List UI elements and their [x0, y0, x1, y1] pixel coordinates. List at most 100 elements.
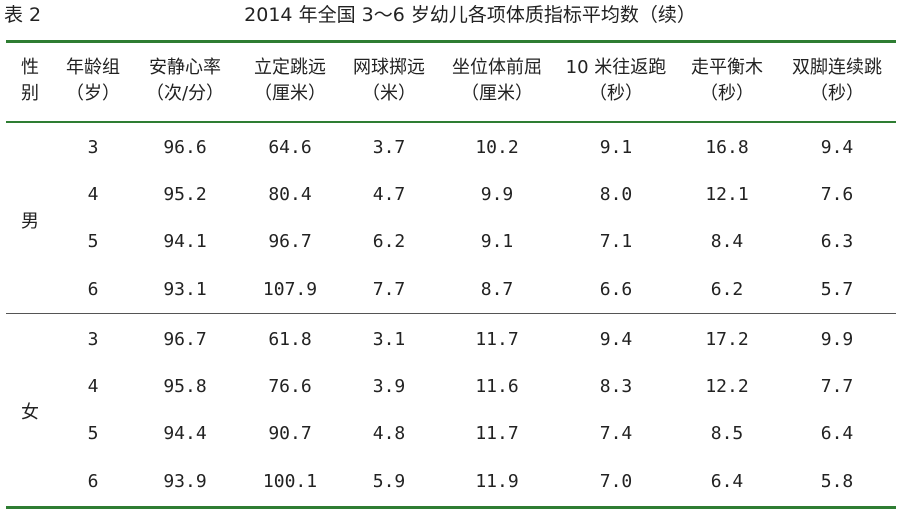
table-cell: 3 [87, 329, 99, 350]
column-header-line2: （秒） [589, 83, 643, 104]
column-header-line1: 性 [21, 57, 39, 78]
table-cell: 7.7 [372, 279, 406, 300]
table-cell: 96.7 [268, 231, 312, 252]
table-cell: 6.2 [710, 279, 744, 300]
table-cell: 76.6 [268, 376, 312, 397]
table-cell: 94.4 [163, 423, 207, 444]
table-cell: 7.4 [599, 423, 633, 444]
table-cell: 5.9 [372, 471, 406, 492]
column-header-line2: （厘米） [461, 83, 533, 104]
column-header-line2: 别 [21, 83, 39, 104]
column-header-line2: （秒） [810, 83, 864, 104]
table-cell: 5.8 [820, 471, 854, 492]
table-cell: 9.4 [599, 329, 633, 350]
table-cell: 6.4 [820, 423, 854, 444]
table-cell: 8.5 [710, 423, 744, 444]
column-header-6: 10 米往返跑 （秒） [551, 55, 681, 107]
table-cell: 7.0 [599, 471, 633, 492]
table-cell: 11.6 [475, 376, 519, 397]
table-cell: 4.7 [372, 184, 406, 205]
table-cell: 61.8 [268, 329, 312, 350]
table-cell: 7.1 [599, 231, 633, 252]
table-cell: 6.2 [372, 231, 406, 252]
header-bottom-rule [6, 121, 896, 123]
column-header-2: 安静心率 （次/分） [130, 55, 240, 107]
table-cell: 11.7 [475, 423, 519, 444]
table-cell: 7.6 [820, 184, 854, 205]
table-cell: 17.2 [705, 329, 749, 350]
column-header-8: 双脚连续跳 （秒） [777, 55, 897, 107]
table-cell: 5.7 [820, 279, 854, 300]
column-header-5: 坐位体前屈 （厘米） [437, 55, 557, 107]
table-cell: 93.9 [163, 471, 207, 492]
table-caption: 表 2 2014 年全国 3～6 岁幼儿各项体质指标平均数（续） [0, 2, 906, 28]
gender-label: 女 [21, 402, 39, 423]
table-cell: 96.6 [163, 137, 207, 158]
column-header-line1: 坐位体前屈 [452, 57, 542, 78]
table-cell: 100.1 [262, 471, 318, 492]
column-header-3: 立定跳远 （厘米） [235, 55, 345, 107]
table-bottom-rule [6, 506, 896, 509]
table-cell: 11.9 [475, 471, 519, 492]
table-label: 表 2 [4, 4, 42, 26]
column-header-4: 网球掷远 （米） [339, 55, 439, 107]
table-cell: 93.1 [163, 279, 207, 300]
table-cell: 5 [87, 231, 99, 252]
table-cell: 107.9 [262, 279, 318, 300]
table-cell: 8.4 [710, 231, 744, 252]
table-cell: 6 [87, 471, 99, 492]
column-header-line1: 年龄组 [66, 57, 120, 78]
column-header-line2: （秒） [700, 83, 754, 104]
column-header-line1: 走平衡木 [691, 57, 763, 78]
table-cell: 16.8 [705, 137, 749, 158]
column-header-1: 年龄组 （岁） [48, 55, 138, 107]
table-title: 2014 年全国 3～6 岁幼儿各项体质指标平均数（续） [244, 4, 696, 26]
table-cell: 12.2 [705, 376, 749, 397]
table-cell: 95.2 [163, 184, 207, 205]
group-separator-rule [6, 313, 896, 314]
table-cell: 12.1 [705, 184, 749, 205]
table-cell: 8.3 [599, 376, 633, 397]
table-cell: 9.1 [480, 231, 514, 252]
table-top-rule [6, 40, 896, 43]
column-header-0: 性别 [10, 55, 50, 107]
table-cell: 95.8 [163, 376, 207, 397]
table-cell: 6.6 [599, 279, 633, 300]
column-header-line1: 双脚连续跳 [792, 57, 882, 78]
column-header-line1: 立定跳远 [254, 57, 326, 78]
table-cell: 8.0 [599, 184, 633, 205]
table-cell: 10.2 [475, 137, 519, 158]
table-cell: 3 [87, 137, 99, 158]
table-cell: 3.1 [372, 329, 406, 350]
table-cell: 9.1 [599, 137, 633, 158]
table-cell: 96.7 [163, 329, 207, 350]
table-cell: 90.7 [268, 423, 312, 444]
table-cell: 4 [87, 184, 99, 205]
column-header-line1: 安静心率 [149, 57, 221, 78]
table-cell: 80.4 [268, 184, 312, 205]
table-cell: 3.7 [372, 137, 406, 158]
table-cell: 4.8 [372, 423, 406, 444]
table-cell: 4 [87, 376, 99, 397]
table-cell: 6 [87, 279, 99, 300]
column-header-line2: （厘米） [254, 83, 326, 104]
table-cell: 3.9 [372, 376, 406, 397]
table-cell: 6.4 [710, 471, 744, 492]
table-cell: 64.6 [268, 137, 312, 158]
column-header-7: 走平衡木 （秒） [677, 55, 777, 107]
table-cell: 94.1 [163, 231, 207, 252]
column-header-line1: 10 米往返跑 [565, 57, 667, 78]
table-cell: 9.9 [820, 329, 854, 350]
table-cell: 8.7 [480, 279, 514, 300]
column-header-line1: 网球掷远 [353, 57, 425, 78]
table-cell: 5 [87, 423, 99, 444]
table-cell: 9.4 [820, 137, 854, 158]
table-cell: 6.3 [820, 231, 854, 252]
table-cell: 11.7 [475, 329, 519, 350]
table-cell: 9.9 [480, 184, 514, 205]
gender-label: 男 [21, 211, 39, 232]
table-cell: 7.7 [820, 376, 854, 397]
column-header-line2: （米） [362, 83, 416, 104]
column-header-line2: （次/分） [145, 83, 225, 104]
column-header-line2: （岁） [66, 83, 120, 104]
